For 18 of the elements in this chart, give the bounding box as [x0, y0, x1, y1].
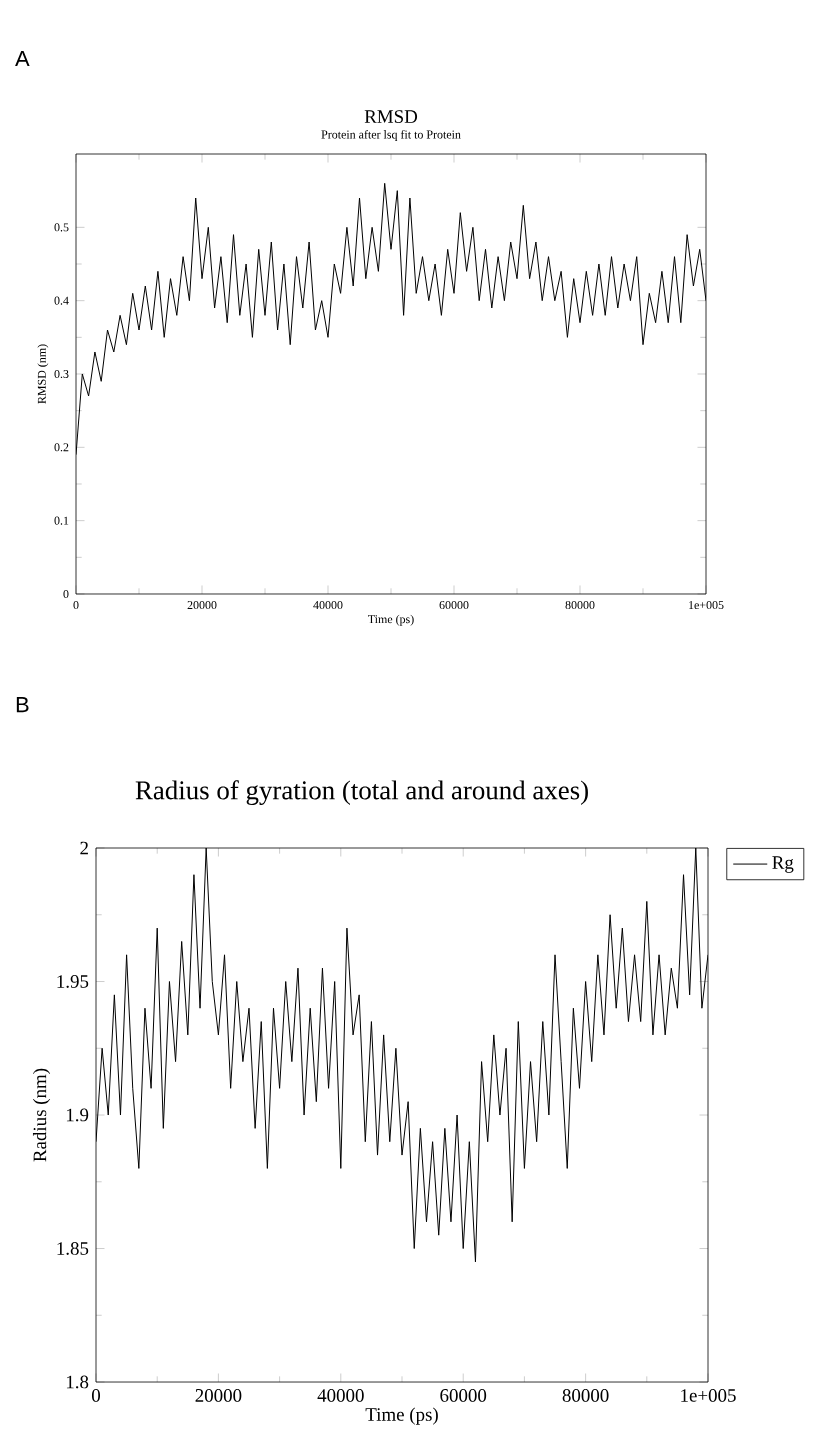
y-tick-label: 1.9 [66, 1108, 89, 1122]
chart-title: Radius of gyration (total and around axes) [135, 780, 588, 805]
chart-title: RMSD [364, 110, 418, 123]
legend-label: Rg [772, 856, 794, 873]
x-tick-label: 0 [91, 1389, 101, 1402]
x-tick-label: 80000 [562, 1389, 609, 1402]
x-tick-label: 20000 [195, 1389, 242, 1402]
y-tick-label: 2 [80, 841, 88, 855]
y-tick-label: 1.95 [57, 975, 89, 988]
y-tick-label: 1.85 [57, 1242, 89, 1255]
y-axis-title: Radius (nm) [32, 1068, 51, 1162]
text: A [15, 51, 30, 67]
x-axis-title: Time (ps) [365, 1407, 438, 1425]
x-tick-label: 1e+005 [681, 1389, 736, 1402]
text: B [16, 697, 29, 713]
x-tick-label: 60000 [440, 1389, 487, 1402]
y-tick-label: 1.8 [66, 1375, 89, 1389]
x-tick-label: 40000 [317, 1389, 364, 1402]
